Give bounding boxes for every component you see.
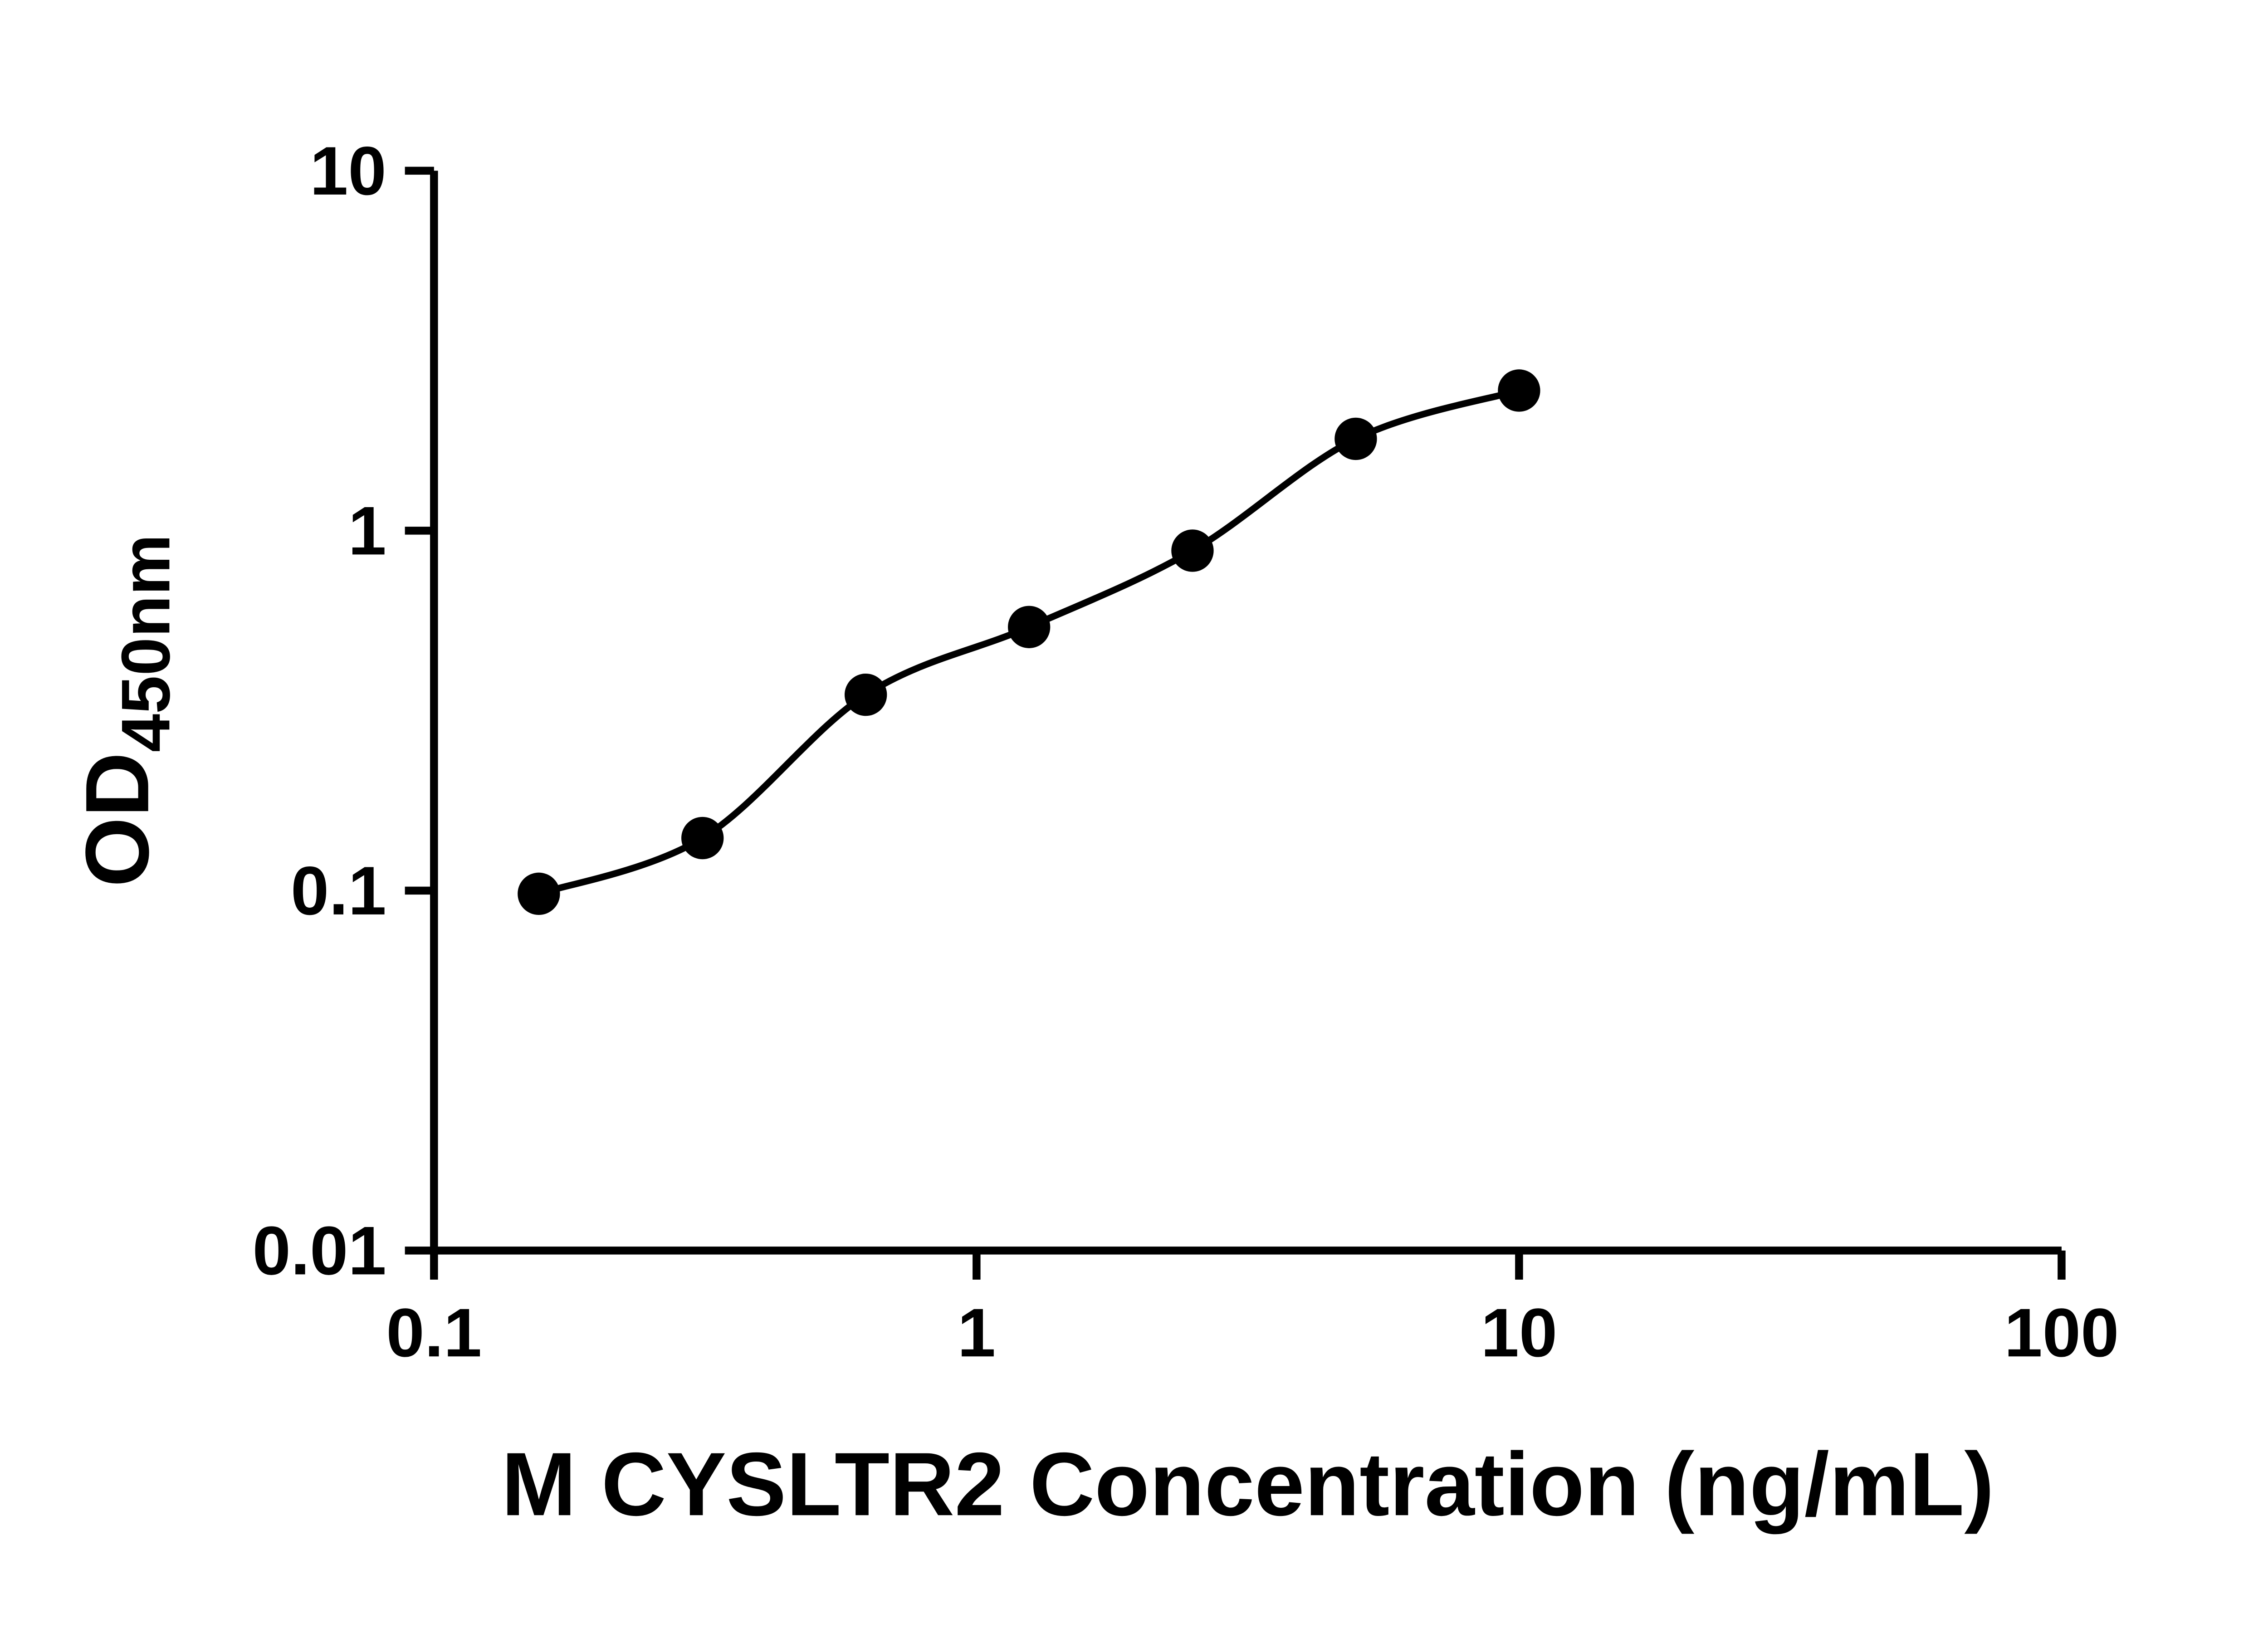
y-axis-title-main: OD <box>67 752 168 887</box>
data-point <box>845 673 887 716</box>
y-axis-title-subscript: 450nm <box>108 534 184 753</box>
y-axis-title: OD450nm <box>67 534 185 887</box>
data-point <box>681 816 724 860</box>
y-tick-label: 10 <box>310 133 386 210</box>
x-axis-title: M CYSLTR2 Concentration (ng/mL) <box>501 1434 1994 1535</box>
y-tick-label: 0.01 <box>253 1213 386 1289</box>
x-tick-label: 0.1 <box>386 1295 482 1371</box>
data-point <box>1007 606 1051 648</box>
data-point <box>1171 529 1214 572</box>
data-point <box>518 872 560 915</box>
data-point <box>1498 369 1540 412</box>
x-tick-label: 10 <box>1481 1295 1558 1371</box>
x-tick-label: 100 <box>2004 1295 2119 1371</box>
data-point <box>1334 417 1377 460</box>
y-tick-label: 0.1 <box>291 853 386 929</box>
y-tick-label: 1 <box>348 493 386 569</box>
x-tick-label: 1 <box>958 1295 996 1371</box>
